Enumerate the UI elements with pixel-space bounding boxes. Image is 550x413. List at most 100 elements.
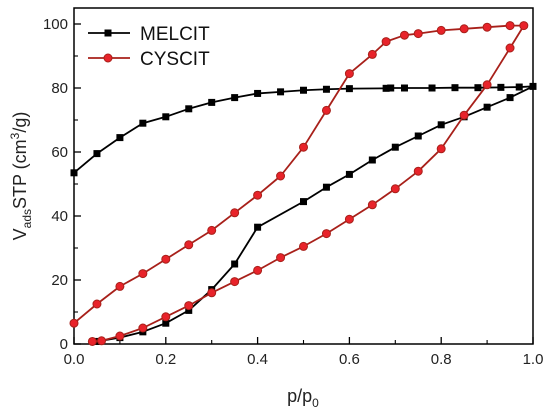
data-point-cyscit xyxy=(161,312,171,322)
data-point-cyscit xyxy=(299,241,308,251)
legend-marker-cyscit xyxy=(103,53,113,63)
data-point-cyscit xyxy=(367,200,377,210)
data-point-cyscit xyxy=(207,288,217,298)
x-tick-label: 0.6 xyxy=(339,351,360,368)
series-melcit xyxy=(70,82,537,345)
data-point-melcit xyxy=(345,85,353,93)
legend-label-cyscit: CYSCIT xyxy=(140,49,210,70)
data-point-melcit xyxy=(428,84,436,92)
data-point-cyscit xyxy=(505,43,515,53)
data-point-melcit xyxy=(368,156,376,164)
x-tick-label: 0.4 xyxy=(247,351,268,368)
y-axis-title-mid: STP (cm xyxy=(10,139,30,209)
data-point-cyscit xyxy=(92,299,102,309)
data-point-cyscit xyxy=(321,229,331,239)
data-point-cyscit xyxy=(413,166,423,176)
data-point-cyscit xyxy=(399,30,409,40)
data-point-cyscit xyxy=(459,24,469,34)
data-point-melcit xyxy=(93,150,101,158)
series-line-melcit xyxy=(73,85,534,343)
data-point-melcit xyxy=(451,84,459,92)
data-point-melcit xyxy=(300,198,307,206)
series-layer xyxy=(69,21,537,346)
series-cyscit xyxy=(69,21,529,346)
data-point-melcit xyxy=(116,134,124,142)
data-point-cyscit xyxy=(184,301,194,311)
data-point-cyscit xyxy=(138,323,148,333)
x-tick-label: 0.8 xyxy=(431,351,452,368)
y-axis-title-v: V xyxy=(10,228,30,240)
data-point-cyscit xyxy=(413,29,423,39)
data-point-melcit xyxy=(474,84,482,92)
data-point-cyscit xyxy=(519,21,529,31)
data-point-melcit xyxy=(231,94,239,102)
data-point-melcit xyxy=(185,105,193,113)
axis-tick-labels: 0.0 0.2 0.4 0.6 0.8 1.0 0 20 40 60 80 100 xyxy=(43,16,543,368)
data-point-cyscit xyxy=(344,69,354,79)
x-axis-title-sub: 0 xyxy=(312,396,319,410)
data-point-cyscit xyxy=(436,144,446,154)
data-point-melcit xyxy=(277,88,285,96)
data-point-melcit xyxy=(437,121,445,129)
data-point-cyscit xyxy=(253,190,263,200)
data-point-cyscit xyxy=(459,110,469,120)
y-tick-label: 0 xyxy=(60,336,68,353)
data-point-cyscit xyxy=(321,105,331,115)
data-point-cyscit xyxy=(97,336,107,346)
data-point-melcit xyxy=(387,84,395,92)
data-point-cyscit xyxy=(161,254,171,264)
data-point-melcit xyxy=(322,183,330,191)
data-point-melcit xyxy=(382,84,390,92)
data-point-cyscit xyxy=(138,269,148,279)
data-point-melcit xyxy=(483,103,491,111)
data-point-melcit xyxy=(300,86,307,94)
legend-label-melcit: MELCIT xyxy=(140,24,210,45)
data-point-cyscit xyxy=(381,37,391,47)
data-point-melcit xyxy=(506,94,514,102)
data-point-cyscit xyxy=(505,21,515,31)
data-point-melcit xyxy=(208,98,216,106)
data-point-cyscit xyxy=(276,253,286,263)
data-point-cyscit xyxy=(390,184,400,194)
y-axis-title: VadsSTP (cm3/g) xyxy=(8,112,34,241)
data-point-cyscit xyxy=(253,265,263,275)
data-point-cyscit xyxy=(184,240,194,250)
y-axis-title-sub: ads xyxy=(20,209,34,228)
data-point-melcit xyxy=(185,306,193,314)
data-point-melcit xyxy=(254,89,262,97)
data-point-cyscit xyxy=(69,318,79,328)
data-point-melcit xyxy=(231,260,239,268)
data-point-melcit xyxy=(345,170,353,178)
data-point-cyscit xyxy=(482,22,492,32)
x-tick-label: 0.2 xyxy=(155,351,176,368)
x-axis-title: p/p0 xyxy=(287,386,319,410)
x-axis-title-main: p/p xyxy=(287,386,312,406)
data-point-cyscit xyxy=(230,277,240,287)
data-point-cyscit xyxy=(115,281,125,291)
data-point-melcit xyxy=(254,223,262,231)
data-point-melcit xyxy=(529,82,537,90)
data-point-cyscit xyxy=(87,336,97,346)
legend: MELCIT CYSCIT xyxy=(88,24,210,70)
y-axis-title-end: /g) xyxy=(10,112,30,133)
data-point-melcit xyxy=(497,83,505,91)
axis-ticks xyxy=(73,23,534,345)
y-tick-label: 80 xyxy=(51,80,68,97)
y-tick-label: 60 xyxy=(51,144,68,161)
data-point-melcit xyxy=(139,119,147,127)
data-point-melcit xyxy=(400,84,408,92)
y-axis-title-sup: 3 xyxy=(8,132,22,139)
x-tick-label: 0.0 xyxy=(64,351,85,368)
y-tick-label: 20 xyxy=(51,272,68,289)
data-point-cyscit xyxy=(367,49,377,59)
data-point-melcit xyxy=(322,85,330,93)
y-tick-label: 100 xyxy=(43,16,68,33)
data-point-melcit xyxy=(414,132,422,140)
y-tick-label: 40 xyxy=(51,208,68,225)
data-point-melcit xyxy=(515,83,523,91)
data-point-cyscit xyxy=(436,25,446,35)
legend-marker-melcit xyxy=(104,29,112,37)
data-point-melcit xyxy=(162,319,170,327)
data-point-melcit xyxy=(391,143,399,151)
